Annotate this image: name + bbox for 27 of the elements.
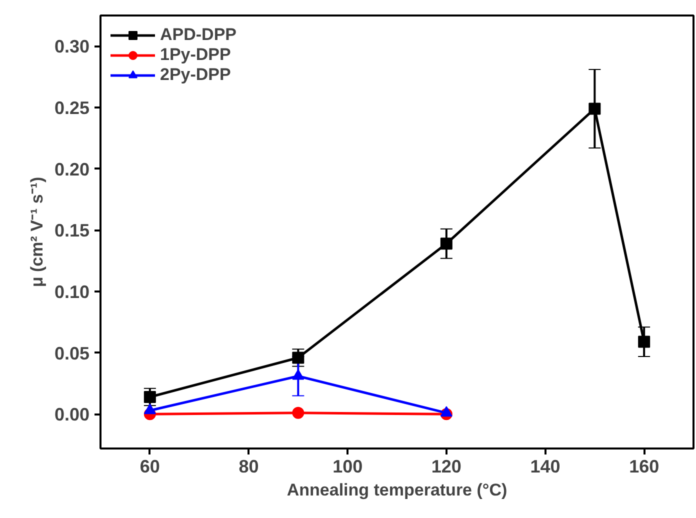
y-tick-label: 0.20	[54, 159, 90, 180]
point	[144, 404, 156, 414]
x-tick-label: 100	[332, 456, 363, 476]
legend-label: APD-DPP	[160, 25, 237, 45]
legend-label: 2Py-DPP	[160, 65, 231, 85]
point	[292, 369, 304, 380]
point	[440, 406, 452, 417]
x-tick-label: 160	[629, 456, 660, 476]
point	[638, 336, 650, 348]
point	[440, 238, 452, 250]
y-tick-label: 0.00	[54, 404, 90, 425]
point	[144, 390, 156, 403]
x-tick-label: 140	[530, 456, 560, 476]
x-tick-label: 80	[238, 456, 259, 476]
x-tick-label: 120	[431, 456, 462, 476]
y-tick-label: 0.10	[54, 282, 90, 302]
point	[292, 406, 304, 419]
point	[292, 352, 304, 364]
legend-label: 1Py-DPP	[160, 45, 231, 65]
x-axis-title: Annealing temperature (°C)	[286, 480, 508, 500]
x-tick-label: 60	[140, 456, 160, 476]
y-tick-label: 0.05	[54, 343, 90, 364]
y-tick-label: 0.30	[54, 36, 90, 57]
y-axis-title: μ (cm² V⁻¹ s⁻¹)	[27, 176, 46, 288]
y-tick-label: 0.15	[54, 220, 90, 241]
y-tick-label: 0.25	[54, 98, 90, 118]
point	[588, 102, 601, 115]
